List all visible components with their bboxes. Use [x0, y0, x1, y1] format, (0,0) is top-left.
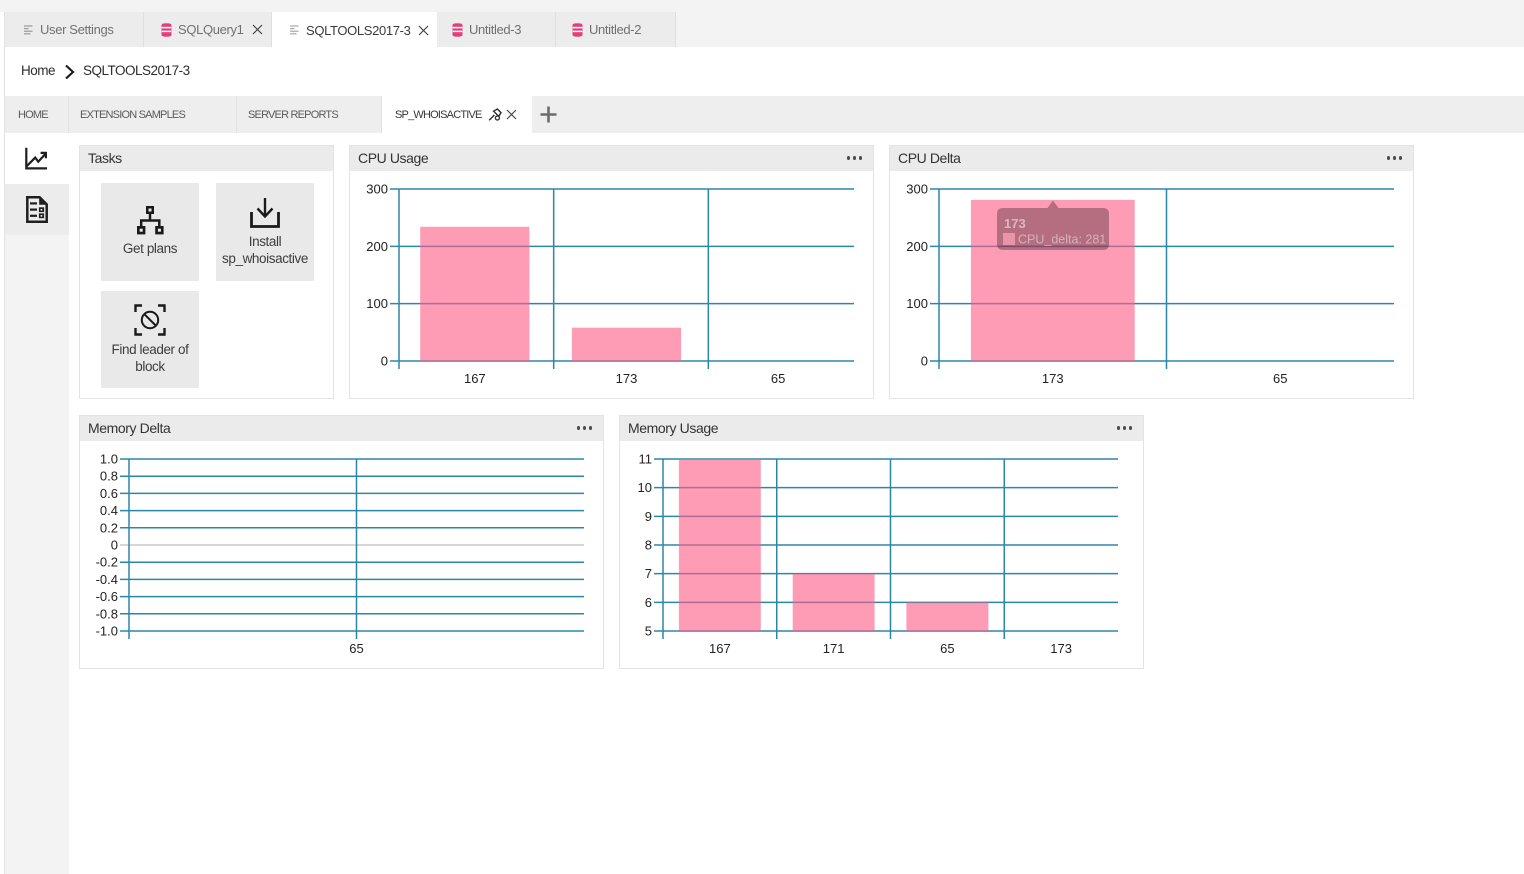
svg-text:-0.6: -0.6 — [96, 589, 118, 604]
svg-text:300: 300 — [366, 182, 388, 197]
svg-text:CPU_delta: 281: CPU_delta: 281 — [1018, 233, 1106, 247]
svg-text:167: 167 — [464, 371, 486, 386]
svg-text:0: 0 — [381, 354, 388, 369]
svg-text:65: 65 — [940, 641, 954, 656]
svg-text:173: 173 — [1042, 371, 1064, 386]
svg-text:0: 0 — [921, 354, 928, 369]
svg-text:173: 173 — [616, 371, 638, 386]
svg-text:-0.4: -0.4 — [96, 572, 118, 587]
svg-text:300: 300 — [906, 182, 928, 197]
svg-text:5: 5 — [645, 624, 652, 639]
svg-text:11: 11 — [639, 452, 653, 467]
svg-text:173: 173 — [1004, 216, 1026, 231]
svg-text:100: 100 — [906, 296, 928, 311]
svg-text:6: 6 — [645, 595, 652, 610]
svg-text:-0.8: -0.8 — [96, 606, 118, 621]
svg-text:0.2: 0.2 — [100, 520, 118, 535]
svg-text:65: 65 — [771, 371, 785, 386]
svg-text:-1.0: -1.0 — [96, 624, 118, 639]
svg-text:171: 171 — [823, 641, 845, 656]
svg-text:0.8: 0.8 — [100, 469, 118, 484]
svg-text:-0.2: -0.2 — [96, 555, 118, 570]
svg-text:167: 167 — [709, 641, 731, 656]
svg-text:200: 200 — [366, 239, 388, 254]
svg-text:8: 8 — [645, 538, 652, 553]
svg-text:65: 65 — [349, 641, 363, 656]
svg-text:100: 100 — [366, 296, 388, 311]
svg-text:1.0: 1.0 — [100, 452, 118, 467]
svg-text:0.4: 0.4 — [100, 503, 118, 518]
svg-text:10: 10 — [638, 480, 652, 495]
svg-text:7: 7 — [645, 566, 652, 581]
svg-text:9: 9 — [645, 509, 652, 524]
svg-text:0.6: 0.6 — [100, 486, 118, 501]
svg-text:200: 200 — [906, 239, 928, 254]
svg-text:173: 173 — [1050, 641, 1072, 656]
svg-text:65: 65 — [1273, 371, 1287, 386]
svg-text:0: 0 — [111, 538, 118, 553]
